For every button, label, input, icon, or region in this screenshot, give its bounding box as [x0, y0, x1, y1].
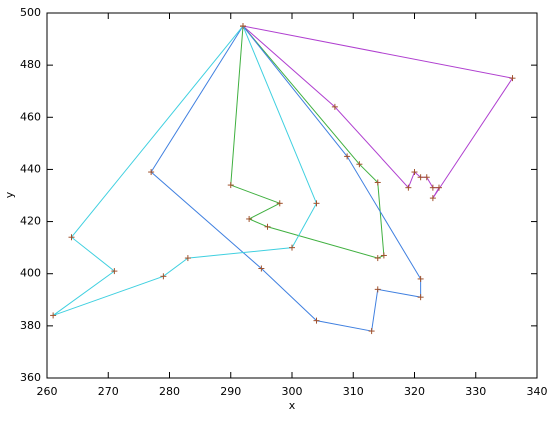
x-tick-label: 310: [343, 385, 364, 398]
point-marker: [509, 75, 516, 82]
point-marker: [423, 174, 430, 181]
point-marker: [344, 153, 351, 160]
point-marker: [405, 184, 412, 191]
point-marker: [380, 252, 387, 259]
point-marker: [436, 184, 442, 191]
y-tick-label: 460: [20, 110, 41, 123]
point-marker: [429, 184, 436, 191]
x-axis-label: x: [289, 399, 296, 412]
point-marker: [258, 265, 265, 272]
point-marker: [417, 275, 424, 282]
point-marker: [184, 255, 191, 262]
point-marker: [240, 23, 246, 30]
point-marker: [331, 103, 338, 110]
series-line: [52, 25, 318, 316]
y-tick-label: 380: [20, 319, 41, 332]
point-marker: [227, 182, 234, 189]
point-marker: [276, 200, 283, 207]
x-tick-label: 260: [37, 385, 58, 398]
point-marker: [50, 312, 57, 319]
x-tick-label: 280: [159, 385, 180, 398]
point-marker: [374, 286, 381, 293]
x-tick-label: 270: [98, 385, 119, 398]
y-tick-label: 500: [20, 6, 41, 19]
series-line: [230, 25, 385, 259]
x-tick-label: 290: [220, 385, 241, 398]
plot-frame: [46, 12, 538, 379]
y-axis-label: y: [3, 191, 16, 198]
x-tick-label: 320: [404, 385, 425, 398]
series-line: [150, 25, 422, 332]
point-marker: [429, 195, 436, 202]
x-tick-label: 330: [465, 385, 486, 398]
point-marker: [68, 234, 75, 241]
y-tick-label: 420: [20, 215, 41, 228]
point-marker: [264, 223, 271, 230]
y-tick-label: 360: [20, 371, 41, 384]
y-tick-label: 440: [20, 162, 41, 175]
point-marker: [356, 161, 363, 168]
y-tick-label: 400: [20, 267, 41, 280]
x-tick-label: 340: [527, 385, 548, 398]
point-marker: [417, 294, 424, 301]
point-marker: [313, 317, 320, 324]
series-line: [242, 25, 514, 199]
point-marker: [411, 169, 418, 176]
point-marker: [368, 328, 375, 335]
point-marker: [313, 200, 320, 207]
point-marker: [374, 255, 381, 262]
point-marker: [160, 273, 167, 280]
x-tick-label: 300: [282, 385, 303, 398]
y-tick-label: 480: [20, 58, 41, 71]
point-marker: [246, 215, 253, 222]
point-marker: [289, 244, 295, 251]
point-marker: [111, 268, 118, 275]
point-marker: [148, 169, 155, 176]
point-marker: [417, 174, 424, 181]
point-marker: [374, 179, 381, 186]
